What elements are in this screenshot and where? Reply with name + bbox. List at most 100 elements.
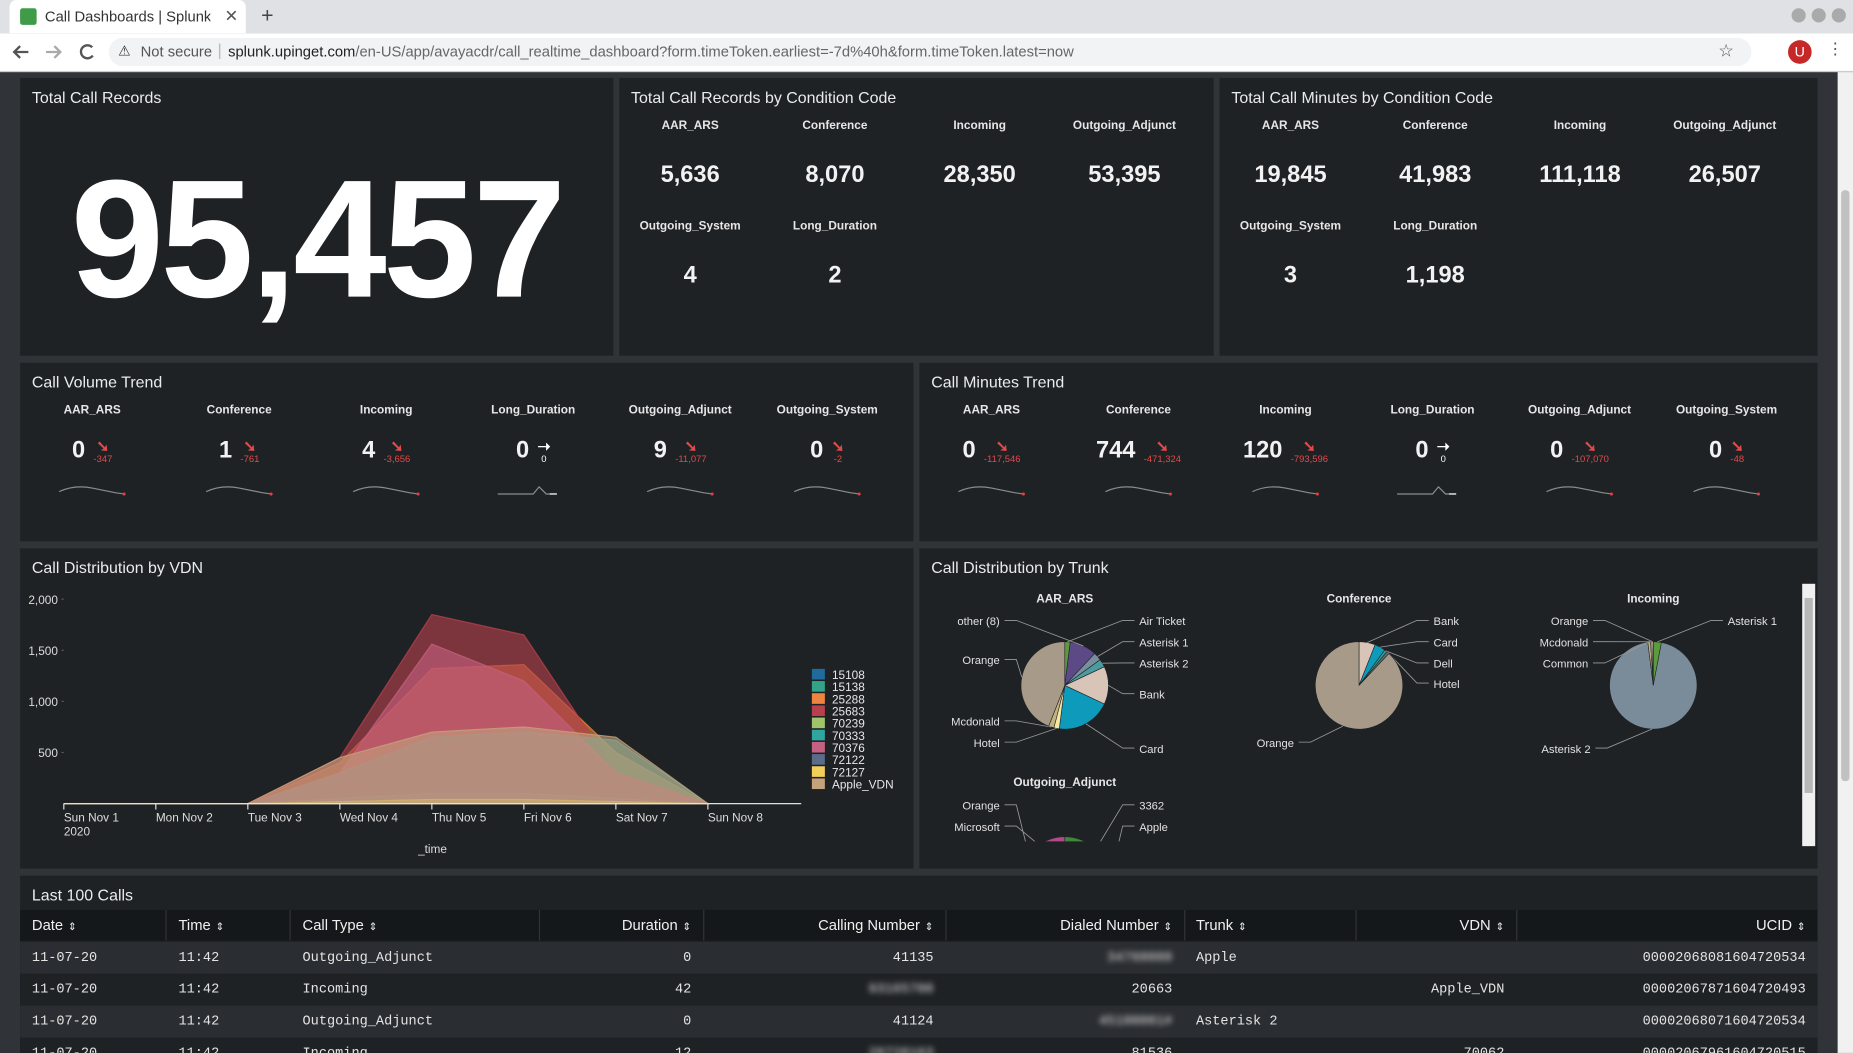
panel-minutes-trend: Call Minutes Trend: [919, 362, 1818, 542]
column-header[interactable]: Time ⇕: [178, 917, 224, 934]
column-header[interactable]: Date ⇕: [32, 917, 77, 934]
trend-value: 0: [1415, 437, 1429, 464]
column-header[interactable]: VDN ⇕: [1460, 917, 1505, 934]
forward[interactable]: [46, 45, 62, 59]
address-bar[interactable]: ⚠ Not secure | splunk.upinget.com/en-US/…: [108, 37, 1752, 67]
trend-value-group: 744 ➘ -471,324: [1068, 437, 1210, 464]
trend-delta-group: ➘ -347: [93, 438, 112, 464]
trend-label: AAR_ARS: [962, 404, 1021, 418]
metric-label: Incoming: [953, 119, 1006, 133]
table-cell: 20663: [1131, 982, 1173, 998]
x-tick-label: Fri Nov 6: [524, 810, 572, 824]
back[interactable]: [12, 45, 29, 59]
trend-delta-group: ➘ -761: [240, 438, 259, 464]
trend-delta: -2: [833, 453, 843, 464]
sparkline: [58, 486, 125, 495]
menu[interactable]: ⋮: [1827, 38, 1844, 58]
trend-delta: -793,596: [1290, 453, 1329, 464]
leader-line: [1367, 620, 1429, 643]
favicon: [20, 8, 37, 25]
leader-line: [1385, 650, 1429, 664]
metric-label: AAR_ARS: [661, 119, 719, 133]
not-secure: Not secure: [140, 43, 213, 61]
sparkline-end: [710, 492, 714, 496]
table-cell: 93165700: [868, 982, 934, 998]
window-min[interactable]: [1791, 8, 1806, 23]
column-header[interactable]: Duration ⇕: [622, 917, 691, 934]
table-cell: 00002067871604720493: [1642, 982, 1806, 998]
column-separator: [1516, 909, 1518, 941]
panel-scrollbar[interactable]: [1802, 583, 1816, 847]
pie-label: other (8): [957, 616, 1000, 628]
bookmark[interactable]: ☆: [1718, 41, 1735, 62]
window-max[interactable]: [1811, 8, 1826, 23]
column-header[interactable]: UCID ⇕: [1756, 917, 1806, 934]
x-tick-label: Mon Nov 2: [156, 810, 213, 824]
tab-close[interactable]: ✕: [224, 5, 239, 25]
leader-line: [1657, 620, 1724, 643]
panel-minutes-by-code: Total Call Minutes by Condition Code: [1219, 77, 1818, 356]
trend-value: 744: [1095, 437, 1136, 464]
trend-value: 0: [1709, 437, 1723, 464]
trend-value: 0: [1550, 437, 1564, 464]
new-tab[interactable]: +: [261, 3, 274, 28]
table-cell: 11-07-20: [32, 1046, 97, 1053]
trend-label: Long_Duration: [491, 404, 576, 418]
reload[interactable]: [79, 44, 94, 60]
legend-swatch: [811, 741, 825, 753]
legend-label: 15138: [832, 680, 865, 694]
tab[interactable]: Call Dashboards | Splunk ✕: [9, 0, 246, 34]
column-header-text: Time: [178, 917, 211, 934]
column-header-text: Dialed Number: [1060, 917, 1159, 934]
window-close[interactable]: [1831, 8, 1846, 23]
trend-arrow: ➘: [995, 436, 1009, 455]
column-separator: [703, 909, 705, 941]
leader-line: [1108, 685, 1135, 695]
table-cell: 28728163: [868, 1046, 933, 1053]
sparkline-end: [857, 492, 861, 496]
pie-label: Hotel: [974, 738, 1000, 750]
column-header[interactable]: Call Type ⇕: [303, 917, 378, 934]
sort-icon: ⇕: [1796, 920, 1806, 933]
tab-title: Call Dashboards | Splunk: [44, 8, 211, 25]
x-tick-label: Wed Nov 4: [340, 810, 399, 824]
leader-line: [1004, 720, 1052, 728]
column-header[interactable]: Dialed Number ⇕: [1060, 917, 1172, 934]
trend-label: Conference: [206, 404, 272, 418]
avatar[interactable]: U: [1788, 40, 1812, 64]
table-cell: Outgoing_Adjunct: [302, 1013, 434, 1030]
sparkline: [793, 486, 860, 495]
toolbar: ⚠ Not secure | splunk.upinget.com/en-US/…: [0, 33, 1853, 73]
trend-arrow: ➘: [1730, 436, 1744, 455]
sparkline-end: [1168, 492, 1172, 496]
sparkline-end: [1756, 492, 1760, 496]
table-cell: 45100001#: [1098, 1013, 1173, 1030]
pie-label: Orange: [962, 655, 999, 667]
x-tick-label: Sun Nov 8: [708, 810, 764, 824]
trend-value-group: 0 ➘ -48: [1656, 437, 1798, 464]
trend-arrow: ➘: [1302, 436, 1316, 455]
column-header[interactable]: Calling Number ⇕: [818, 917, 933, 934]
legend-swatch: [811, 681, 825, 692]
pie-label: Asterisk 1: [1728, 616, 1777, 628]
table-cell: Incoming: [302, 982, 368, 998]
panel-title: Total Call Records: [31, 88, 162, 107]
panel-title: Last 100 Calls: [31, 886, 134, 905]
table-cell: 11-07-20: [31, 982, 98, 998]
trend-arrow: ➘: [390, 436, 404, 455]
trend-value-group: 0 ➝ 0: [462, 437, 604, 464]
table-row: [20, 973, 1818, 1006]
trend-arrow: ➘: [684, 436, 698, 455]
sparkline-end: [269, 492, 273, 496]
legend-swatch: [811, 717, 825, 729]
trend-label: Outgoing_System: [776, 404, 878, 418]
trend-delta: -107,070: [1571, 453, 1609, 464]
pie-label: Apple: [1139, 822, 1168, 834]
trend-value-group: 0 ➝ 0: [1362, 437, 1504, 464]
column-header[interactable]: Trunk ⇕: [1196, 917, 1247, 934]
pies: AAR_ARS Air Ticket other (8) Asterisk 1 Aste…: [951, 592, 1777, 842]
trend-arrow: ➘: [1583, 436, 1597, 455]
trend-value-group: 4 ➘ -3,656: [315, 437, 457, 464]
x-tick-label: Tue Nov 3: [248, 810, 302, 824]
page-scrollbar[interactable]: [1837, 72, 1853, 1053]
